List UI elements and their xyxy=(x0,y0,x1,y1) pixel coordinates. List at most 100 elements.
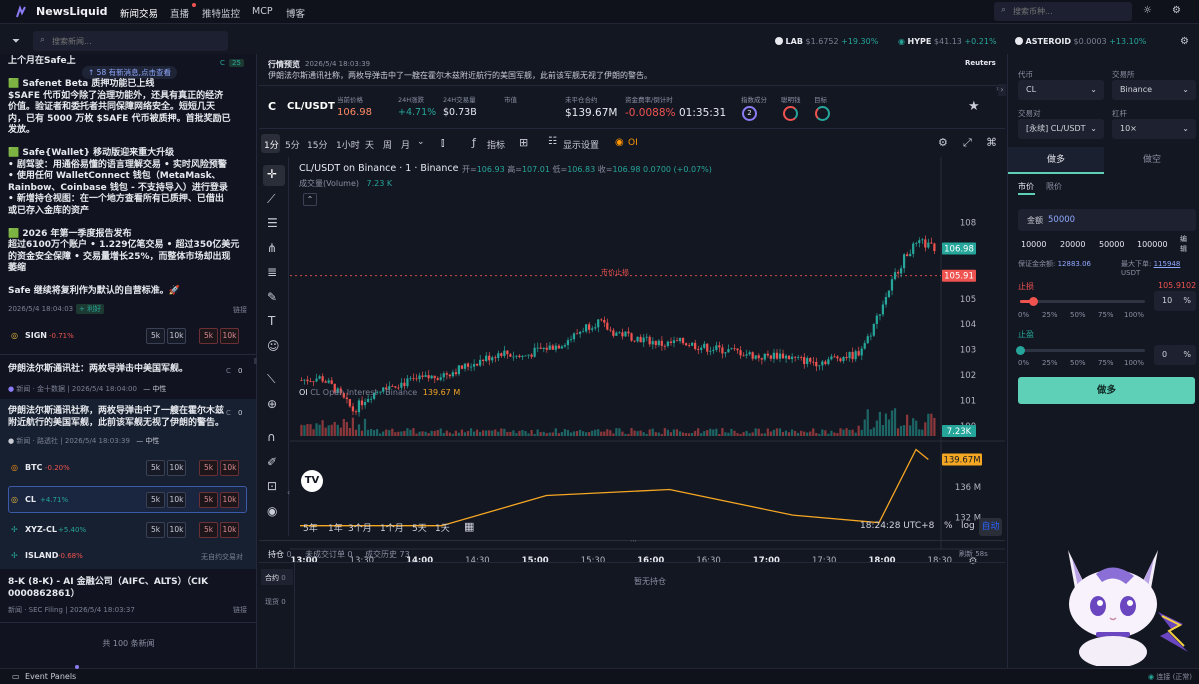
limit-order-tab[interactable]: 限价 xyxy=(1046,182,1062,191)
range-5y[interactable]: 5年 xyxy=(303,524,318,534)
short-5k-button[interactable]: 5k xyxy=(199,492,218,508)
interval-week[interactable]: 周 xyxy=(383,141,393,151)
parallel-lines-icon[interactable]: ☰ xyxy=(267,216,278,230)
screenshot-icon[interactable]: ⌘ xyxy=(986,136,997,149)
layout-grid-icon[interactable]: ⊞ xyxy=(519,136,529,149)
ticker-lab[interactable]: LAB $1.6752 +19.30% xyxy=(775,37,878,46)
short-5k-button[interactable]: 5k xyxy=(199,328,218,344)
expand-panel-icon[interactable]: › xyxy=(998,84,1006,96)
leverage-select[interactable]: 10× ⌄ xyxy=(1112,119,1196,139)
event-panels-icon[interactable]: ▭ xyxy=(12,672,20,681)
favorite-star-icon[interactable]: ★ xyxy=(968,99,980,114)
submit-long-button[interactable]: 做多 xyxy=(1018,377,1195,404)
ticker-settings-icon[interactable]: ⚙ xyxy=(1180,36,1189,47)
long-10k-button[interactable]: 10k xyxy=(167,522,186,538)
range-3m[interactable]: 3个月 xyxy=(348,524,372,534)
preset-20000[interactable]: 20000 xyxy=(1060,240,1086,249)
long-10k-button[interactable]: 10k xyxy=(167,328,186,344)
chart-clock[interactable]: 18:24:28 UTC+8 xyxy=(860,521,935,531)
tp-tick-0[interactable]: 0% xyxy=(1018,359,1030,367)
log-scale[interactable]: log xyxy=(961,521,975,531)
refresh-timer[interactable]: 刷新 58s xyxy=(959,550,988,558)
stop-loss-slider[interactable] xyxy=(1020,297,1145,306)
smart-money-icon[interactable] xyxy=(783,106,798,121)
amount-input[interactable]: 金额 50000 xyxy=(1018,209,1196,231)
interval-day[interactable]: 天 xyxy=(365,141,375,151)
short-5k-button[interactable]: 5k xyxy=(199,522,218,538)
news-search-input[interactable] xyxy=(52,34,222,48)
preset-50000[interactable]: 50000 xyxy=(1099,240,1125,249)
long-5k-button[interactable]: 5k xyxy=(146,328,165,344)
sl-tick-50[interactable]: 50% xyxy=(1070,311,1086,319)
coin-search-input[interactable] xyxy=(1013,4,1123,18)
market-symbol[interactable]: CL/USDT xyxy=(287,101,335,112)
display-settings-icon[interactable]: ☷ xyxy=(548,136,557,147)
short-5k-button[interactable]: 5k xyxy=(199,460,218,476)
goto-date-icon[interactable]: ▦ xyxy=(464,520,475,533)
short-tab[interactable]: 做空 xyxy=(1142,155,1161,165)
tab-open-orders[interactable]: 未成交订单 0 xyxy=(305,549,353,560)
preset-10000[interactable]: 10000 xyxy=(1021,240,1047,249)
sl-tick-25[interactable]: 25% xyxy=(1042,311,1058,319)
symbol-row-island[interactable]: ✢ ISLAND -0.68% 无自约交易对 xyxy=(8,546,248,566)
interval-dropdown-icon[interactable]: ⌄ xyxy=(417,137,425,147)
settings-icon[interactable]: ⚙ xyxy=(1172,5,1181,16)
side-spot[interactable]: 现货 0 xyxy=(265,597,286,607)
nav-blog[interactable]: 博客 xyxy=(286,9,306,20)
brush-icon[interactable]: ✎ xyxy=(267,290,278,304)
pencil-lock-icon[interactable]: ✐ xyxy=(267,455,278,469)
scroll-left-icon[interactable]: ‹ xyxy=(287,488,291,497)
left-resize-handle[interactable] xyxy=(254,358,257,364)
long-tab[interactable]: 做多 xyxy=(1008,147,1104,174)
emoji-icon[interactable]: ☺ xyxy=(267,339,280,353)
tab-trade-history[interactable]: 成交历史 73 xyxy=(365,549,410,560)
news-search[interactable]: ⌕ xyxy=(33,31,228,51)
theme-toggle-icon[interactable]: ☼ xyxy=(1143,5,1152,16)
comment-badge[interactable]: C 0 xyxy=(226,367,242,375)
news-title-iran-1[interactable]: 伊朗法尔斯通讯社：两枚导弹击中美国军舰。 xyxy=(8,364,189,374)
tp-tick-50[interactable]: 50% xyxy=(1070,359,1086,367)
ticker-asteroid[interactable]: ASTEROID $0.0003 +13.10% xyxy=(1015,37,1146,46)
oi-toggle[interactable]: OI xyxy=(628,138,638,148)
symbol-row-cl[interactable]: ◎ CL +4.71% 5k 10k 5k 10k xyxy=(8,490,248,510)
sl-tick-75[interactable]: 75% xyxy=(1098,311,1114,319)
tp-tick-75[interactable]: 75% xyxy=(1098,359,1114,367)
short-10k-button[interactable]: 10k xyxy=(220,492,239,508)
tp-tick-25[interactable]: 25% xyxy=(1042,359,1058,367)
symbol-row-xyz-cl[interactable]: ✢ XYZ-CL +5.40% 5k 10k 5k 10k xyxy=(8,520,248,540)
long-5k-button[interactable]: 5k xyxy=(146,522,165,538)
news-item-safe[interactable]: 上个月在Safe上 xyxy=(0,56,256,68)
news-link[interactable]: 链接 xyxy=(233,606,247,614)
eye-icon[interactable]: ◉ xyxy=(267,504,278,518)
event-panels-button[interactable]: Event Panels xyxy=(25,672,77,681)
preset-100000[interactable]: 100000 xyxy=(1137,240,1168,249)
auto-scale[interactable]: 自动 xyxy=(979,518,1002,536)
coin-select[interactable]: CL ⌄ xyxy=(1018,80,1104,100)
interval-1h[interactable]: 1小时 xyxy=(336,141,360,151)
percent-scale[interactable]: % xyxy=(944,521,953,531)
new-messages-pill[interactable]: ↑ 58 有新消息,点击查看 xyxy=(82,66,177,79)
coin-search[interactable]: ⌕ xyxy=(994,2,1132,21)
pair-select[interactable]: [永续] CL/USDT ⌄ xyxy=(1018,119,1104,139)
target-icon[interactable] xyxy=(815,106,830,121)
short-10k-button[interactable]: 10k xyxy=(220,460,239,476)
long-5k-button[interactable]: 5k xyxy=(146,460,165,476)
zoom-in-icon[interactable]: ⊕ xyxy=(267,397,278,411)
tab-positions[interactable]: 持仓 0 xyxy=(268,549,292,560)
side-contract[interactable]: 合约 0 xyxy=(265,573,286,583)
take-profit-knob[interactable] xyxy=(1016,346,1025,355)
interval-15m[interactable]: 15分 xyxy=(307,141,328,151)
news-title-iran-2[interactable]: 伊朗法尔斯通讯社称，两枚导弹击中了一艘在霍尔木兹 附近航行的美国军舰，此前该军舰… xyxy=(8,406,248,429)
collapse-legend-icon[interactable]: ⌃ xyxy=(303,193,317,206)
comment-badge[interactable]: C 0 xyxy=(226,409,242,417)
chart-settings-icon[interactable]: ⚙ xyxy=(938,136,948,149)
collapse-right-icon[interactable]: › xyxy=(996,84,999,93)
ruler-icon[interactable]: ⟍ xyxy=(267,372,276,386)
fib-icon[interactable]: ≣ xyxy=(267,265,278,279)
interval-1m[interactable]: 1分 xyxy=(264,141,279,151)
interval-5m[interactable]: 5分 xyxy=(285,141,300,151)
short-10k-button[interactable]: 10k xyxy=(220,328,239,344)
indicator-icon[interactable]: ƒ xyxy=(472,136,476,149)
interval-month[interactable]: 月 xyxy=(401,141,411,151)
exchange-select[interactable]: Binance ⌄ xyxy=(1112,80,1196,100)
